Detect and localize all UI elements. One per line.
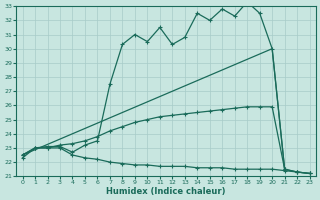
X-axis label: Humidex (Indice chaleur): Humidex (Indice chaleur) xyxy=(106,187,226,196)
